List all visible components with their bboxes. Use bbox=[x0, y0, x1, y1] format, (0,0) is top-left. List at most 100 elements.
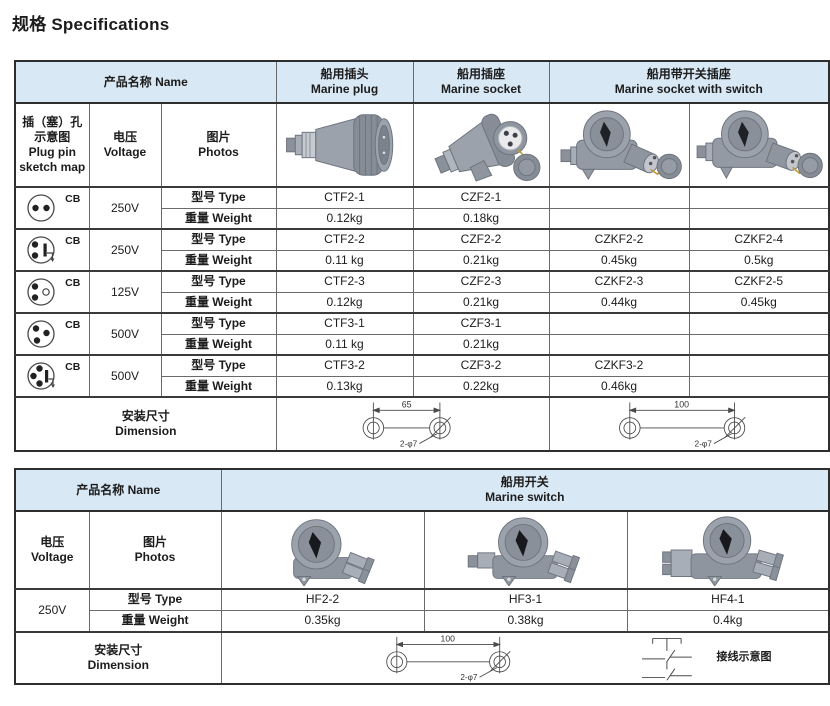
type-cell: CTF3-2 bbox=[275, 354, 414, 377]
weight-cell: 0.45kg bbox=[548, 249, 690, 272]
voltage-header-cell: 电压 Voltage bbox=[88, 102, 162, 188]
dimension-row: 安装尺寸 Dimension bbox=[14, 631, 830, 685]
type-label-cell: 型号 Type bbox=[160, 312, 277, 335]
type-cell: CZF2-2 bbox=[412, 228, 550, 251]
type-cell: CZF2-3 bbox=[412, 270, 550, 293]
type-label-cell: 型号 Type bbox=[160, 228, 277, 251]
sketch-cell: CB bbox=[14, 312, 90, 356]
table-header-row: 产品名称 Name 船用插头 Marine plug 船用插座 Marine s… bbox=[14, 60, 830, 104]
svg-text:2-φ7: 2-φ7 bbox=[400, 439, 418, 449]
weight-cell: 0.4kg bbox=[626, 609, 830, 633]
weight-label-cell: 重量 Weight bbox=[160, 207, 277, 230]
table-row: CB 250V 型号 Type CTF2-2 CZF2-2 CZKF2-2 CZ… bbox=[14, 228, 830, 272]
table-row: 重量 Weight 0.35kg 0.38kg 0.4kg bbox=[15, 609, 830, 633]
marine-switch-photo bbox=[290, 519, 375, 586]
type-cell: CZF2-1 bbox=[412, 186, 550, 209]
voltage-cell: 500V bbox=[88, 354, 162, 398]
switch-photo-hf4-cell bbox=[626, 510, 830, 590]
weight-cell bbox=[688, 375, 830, 398]
cb-mark: CB bbox=[65, 319, 81, 332]
weight-cell: 0.22kg bbox=[412, 375, 550, 398]
plug-2pin-sketch-icon bbox=[27, 194, 55, 222]
plug-3pin-earth-sketch-icon bbox=[27, 362, 56, 390]
sketch-cell: CB bbox=[14, 186, 90, 230]
type-cell bbox=[688, 354, 830, 377]
marine-socket-header-cell: 船用插座 Marine socket bbox=[412, 60, 550, 104]
voltage-cell: 250V bbox=[14, 588, 90, 633]
photo-row: 电压 Voltage 图片 Photos bbox=[14, 510, 830, 590]
type-cell: CZF3-1 bbox=[412, 312, 550, 335]
weight-cell bbox=[688, 207, 830, 230]
plug-3pin-sketch-icon bbox=[27, 320, 55, 348]
weight-label-cell: 重量 Weight bbox=[160, 375, 277, 398]
dimension-label-cell: 安装尺寸 Dimension bbox=[14, 396, 277, 452]
type-label-cell: 型号 Type bbox=[160, 186, 277, 209]
wiring-diagram-label: 接线示意图 bbox=[716, 651, 772, 664]
dimension-drawing-65-cell: 65 2-φ7 bbox=[275, 396, 550, 452]
table-row: CB 500V 型号 Type CTF3-1 CZF3-1 bbox=[14, 312, 830, 356]
dimension-and-wiring-cell: 100 2-φ7 接线示意图 bbox=[220, 631, 830, 685]
marine-plug-header-cell: 船用插头 Marine plug bbox=[275, 60, 414, 104]
marine-switch-header-cell: 船用开关 Marine switch bbox=[220, 468, 830, 512]
sketch-cell: CB bbox=[14, 270, 90, 314]
marine-switch-socket-photo bbox=[560, 110, 682, 181]
weight-cell: 0.21kg bbox=[412, 291, 550, 314]
svg-text:2-φ7: 2-φ7 bbox=[460, 673, 478, 682]
svg-text:2-φ7: 2-φ7 bbox=[695, 439, 713, 449]
switch-spec-table: 产品名称 Name 船用开关 Marine switch 电压 Voltage … bbox=[14, 468, 830, 685]
type-cell: CZKF2-3 bbox=[548, 270, 690, 293]
table-row: 重量 Weight 0.11 kg 0.21kg 0.45kg 0.5kg bbox=[15, 249, 830, 272]
weight-cell: 0.12kg bbox=[275, 207, 414, 230]
weight-cell: 0.18kg bbox=[412, 207, 550, 230]
weight-label-cell: 重量 Weight bbox=[160, 333, 277, 356]
type-label-cell: 型号 Type bbox=[160, 270, 277, 293]
dimension-drawing-100-cell: 100 2-φ7 bbox=[548, 396, 830, 452]
type-cell bbox=[548, 186, 690, 209]
sketch-cell: CB bbox=[14, 354, 90, 398]
marine-switch-photo bbox=[661, 516, 784, 586]
voltage-cell: 125V bbox=[88, 270, 162, 314]
cb-mark: CB bbox=[65, 361, 81, 374]
wiring-diagram-icon bbox=[641, 637, 692, 681]
switch-photo-hf2-cell bbox=[220, 510, 425, 590]
weight-cell: 0.21kg bbox=[412, 249, 550, 272]
table-row: CB 250V 型号 Type CTF2-1 CZF2-1 bbox=[14, 186, 830, 230]
switch-socket-header-zh: 船用带开关插座 bbox=[646, 67, 731, 81]
mounting-dimension-drawing: 100 2-φ7 bbox=[385, 634, 511, 682]
type-label-cell: 型号 Type bbox=[88, 588, 222, 611]
table-row: 重量 Weight 0.11 kg 0.21kg bbox=[15, 333, 830, 356]
marine-plug-photo-cell bbox=[275, 102, 414, 188]
photos-header-cell: 图片 Photos bbox=[88, 510, 222, 590]
marine-switch-socket-photo bbox=[696, 110, 823, 180]
table-row: CB 125V 型号 Type CTF2-3 CZF2-3 CZKF2-3 CZ… bbox=[14, 270, 830, 314]
weight-cell bbox=[688, 333, 830, 356]
weight-cell: 0.38kg bbox=[423, 609, 628, 633]
type-cell: CTF3-1 bbox=[275, 312, 414, 335]
marine-socket-photo-cell bbox=[412, 102, 550, 188]
mounting-dimension-drawing: 100 2-φ7 bbox=[619, 399, 746, 449]
weight-label-cell: 重量 Weight bbox=[88, 609, 222, 633]
svg-text:65: 65 bbox=[402, 399, 412, 409]
marine-socket-header-zh: 船用插座 bbox=[456, 67, 505, 81]
switch-socket-header-cell: 船用带开关插座 Marine socket with switch bbox=[548, 60, 830, 104]
dimension-row: 安装尺寸 Dimension bbox=[14, 396, 830, 452]
marine-socket-header-en: Marine socket bbox=[440, 82, 522, 96]
voltage-cell: 250V bbox=[88, 228, 162, 272]
type-label-cell: 型号 Type bbox=[160, 354, 277, 377]
marine-plug-header-en: Marine plug bbox=[310, 82, 379, 96]
marine-switch-header-en: Marine switch bbox=[485, 490, 565, 504]
photo-row: 插（塞）孔 示意图 Plug pin sketch map 电压 Voltage… bbox=[14, 102, 830, 188]
table-row: 重量 Weight 0.12kg 0.18kg bbox=[15, 207, 830, 230]
voltage-header-cell: 电压 Voltage bbox=[14, 510, 90, 590]
weight-cell: 0.45kg bbox=[688, 291, 830, 314]
type-cell: HF2-2 bbox=[220, 588, 425, 611]
switch-socket-header-en: Marine socket with switch bbox=[614, 82, 763, 96]
page-title: 规格 Specifications bbox=[12, 15, 170, 34]
type-cell: HF3-1 bbox=[423, 588, 628, 611]
type-cell: CZF3-2 bbox=[412, 354, 550, 377]
type-cell bbox=[688, 312, 830, 335]
weight-cell: 0.11 kg bbox=[275, 333, 414, 356]
weight-cell: 0.13kg bbox=[275, 375, 414, 398]
switch-photo-hf3-cell bbox=[423, 510, 628, 590]
